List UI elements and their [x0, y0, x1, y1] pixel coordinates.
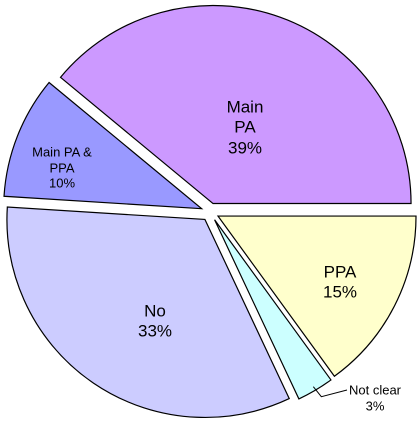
leader-line [312, 386, 348, 398]
slice-label: Not clear 3% [340, 382, 410, 413]
value-label: 33% [137, 322, 173, 341]
value-label: 3% [365, 398, 385, 413]
pie-slice [59, 4, 412, 205]
pie-slice [216, 215, 417, 378]
category-label: No [144, 301, 166, 321]
category-label: PPA [323, 262, 357, 282]
category-label: Main PA & PPA [32, 144, 92, 176]
slice-label: PPA 15% [310, 263, 370, 304]
value-label: 10% [48, 175, 76, 191]
slice-label: No 33% [125, 302, 185, 343]
pie-slice [214, 219, 332, 400]
value-label: 39% [227, 138, 263, 158]
category-label: Not clear [348, 382, 402, 398]
category-label: Main PA [226, 97, 264, 137]
value-label: 15% [322, 283, 358, 302]
pie-slice [3, 81, 204, 210]
slice-label: Main PA 39% [220, 97, 270, 158]
slice-label: Main PA & PPA 10% [27, 145, 97, 192]
pie-slice [6, 206, 291, 419]
